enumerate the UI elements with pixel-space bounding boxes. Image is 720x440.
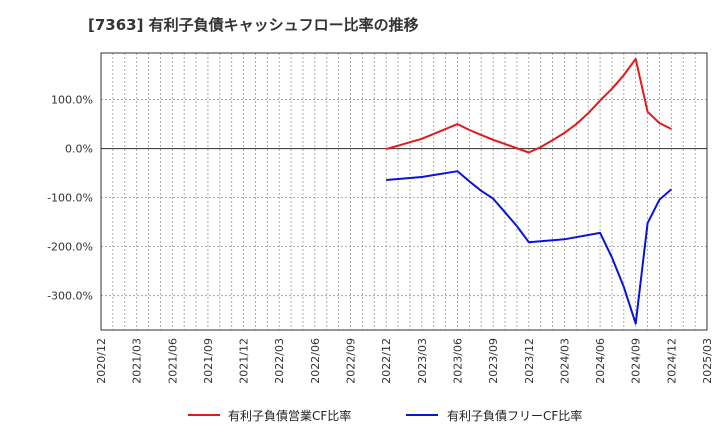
x-tick-label: 2023/12 <box>523 338 536 384</box>
legend-label-2: 有利子負債フリーCF比率 <box>447 408 582 423</box>
x-tick-label: 2021/06 <box>166 338 179 384</box>
series-line-2 <box>386 170 673 325</box>
y-tick-label: -200.0% <box>47 241 93 254</box>
plot-frame <box>100 52 708 331</box>
x-tick-label: 2021/03 <box>131 338 144 384</box>
y-tick-label: 0.0% <box>65 143 93 156</box>
series-layer <box>385 57 673 325</box>
x-tick-label: 2024/06 <box>594 338 607 384</box>
legend-label-1: 有利子負債営業CF比率 <box>228 408 351 423</box>
y-tick-label: 100.0% <box>51 94 93 107</box>
y-axis: 100.0% 0.0% -100.0% -200.0% -300.0% <box>47 94 93 303</box>
chart-title: [7363] 有利子負債キャッシュフロー比率の推移 <box>88 16 419 34</box>
x-axis: 2020/12 2021/03 2021/06 2021/09 2021/12 2022/… <box>95 338 714 384</box>
x-tick-label: 2022/06 <box>309 338 322 384</box>
y-tick-label: -100.0% <box>47 192 93 205</box>
x-tick-label: 2023/09 <box>487 338 500 384</box>
x-tick-label: 2024/09 <box>630 338 643 384</box>
x-tick-label: 2022/09 <box>345 338 358 384</box>
y-tick-label: -300.0% <box>47 290 93 303</box>
x-tick-label: 2024/03 <box>558 338 571 384</box>
x-tick-label: 2024/12 <box>665 338 678 384</box>
x-tick-label: 2022/03 <box>273 338 286 384</box>
grid <box>100 53 708 330</box>
x-tick-label: 2021/09 <box>202 338 215 384</box>
x-tick-label: 2021/12 <box>238 338 251 384</box>
series-line-1 <box>385 57 672 154</box>
x-tick-label: 2025/03 <box>701 338 714 384</box>
legend: 有利子負債営業CF比率 有利子負債フリーCF比率 <box>188 408 582 423</box>
x-tick-label: 2022/12 <box>380 338 393 384</box>
x-tick-label: 2023/06 <box>451 338 464 384</box>
x-tick-label: 2020/12 <box>95 338 108 384</box>
x-tick-label: 2023/03 <box>416 338 429 384</box>
